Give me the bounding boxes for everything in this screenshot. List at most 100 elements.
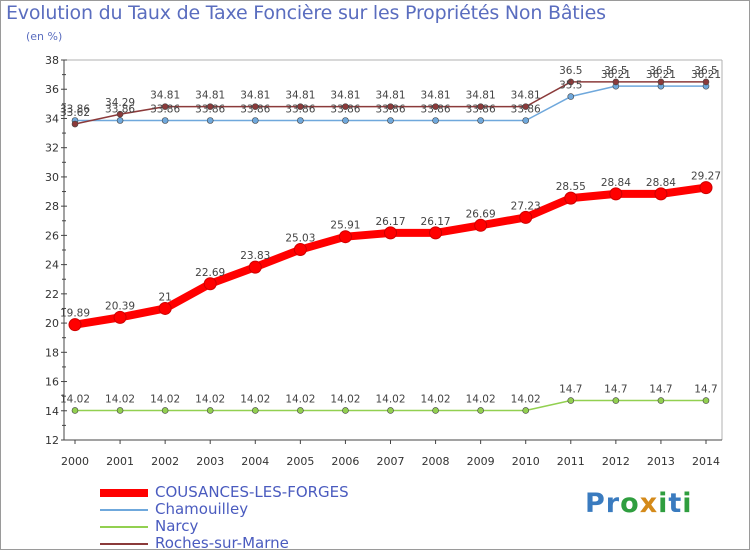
- data-label: 34.81: [240, 90, 270, 102]
- data-point: [158, 301, 172, 315]
- data-label: 14.02: [285, 393, 315, 405]
- legend-label: Narcy: [155, 517, 199, 535]
- data-label: 34.81: [285, 90, 315, 102]
- data-point: [657, 78, 665, 86]
- data-label: 33.86: [466, 104, 496, 116]
- data-point: [248, 260, 262, 274]
- x-tick-label: 2014: [692, 455, 720, 468]
- data-point: [474, 218, 488, 232]
- data-label: 27.23: [511, 200, 541, 212]
- data-label: 14.7: [559, 384, 582, 396]
- data-point: [113, 310, 127, 324]
- data-label: 33.86: [511, 104, 541, 116]
- data-point: [522, 103, 530, 110]
- y-tick-label: 30: [45, 171, 59, 184]
- data-label: 14.02: [150, 393, 180, 405]
- data-label: 14.7: [694, 384, 717, 396]
- data-label: 36.5: [649, 65, 672, 77]
- x-tick-label: 2009: [467, 455, 495, 468]
- y-tick-label: 16: [45, 376, 59, 389]
- y-tick-label: 20: [45, 317, 59, 330]
- x-tick-label: 2011: [557, 455, 585, 468]
- data-label: 14.02: [195, 393, 225, 405]
- data-point: [477, 103, 484, 110]
- y-tick-label: 38: [45, 54, 59, 67]
- data-label: 34.81: [375, 90, 405, 102]
- data-label: 36.21: [601, 69, 631, 81]
- data-point: [342, 407, 349, 414]
- data-point: [702, 397, 710, 404]
- data-label: 28.84: [601, 177, 631, 189]
- data-label: 33.86: [195, 104, 225, 116]
- x-tick-label: 2000: [61, 455, 89, 468]
- data-point: [432, 407, 439, 414]
- x-tick-label: 2003: [196, 455, 224, 468]
- data-label: 33.86: [240, 104, 270, 116]
- data-point: [567, 397, 575, 404]
- data-point: [432, 103, 439, 110]
- data-label: 34.81: [421, 90, 451, 102]
- data-label: 35.5: [559, 80, 582, 92]
- data-point: [432, 117, 439, 124]
- data-point: [116, 110, 124, 118]
- data-label: 34.81: [195, 90, 225, 102]
- data-point: [657, 397, 665, 404]
- data-label: 14.02: [330, 393, 360, 405]
- data-label: 28.84: [646, 177, 676, 189]
- data-label: 14.02: [375, 393, 405, 405]
- x-tick-label: 2013: [647, 455, 675, 468]
- y-tick-label: 36: [45, 83, 59, 96]
- data-label: 26.17: [421, 216, 451, 228]
- data-point: [206, 117, 214, 124]
- data-label: 33.86: [375, 104, 405, 116]
- data-point: [477, 117, 484, 124]
- data-label: 36.21: [691, 69, 721, 81]
- x-tick-label: 2006: [331, 455, 359, 468]
- data-point: [71, 407, 79, 414]
- data-point: [338, 230, 352, 244]
- data-label: 14.02: [105, 393, 135, 405]
- data-label: 36.5: [559, 65, 582, 77]
- y-tick-label: 24: [45, 259, 59, 272]
- data-point: [297, 103, 304, 110]
- data-point: [477, 407, 484, 414]
- legend-label: Chamouilley: [155, 500, 249, 518]
- data-point: [206, 407, 214, 414]
- data-point: [206, 103, 214, 110]
- y-tick-label: 22: [45, 288, 59, 301]
- data-point: [116, 407, 124, 414]
- data-point: [297, 117, 304, 124]
- data-label: 26.69: [466, 208, 496, 220]
- y-tick-label: 34: [45, 112, 59, 125]
- data-point: [699, 181, 713, 195]
- data-label: 33.86: [105, 104, 135, 116]
- data-point: [567, 93, 575, 100]
- data-point: [161, 103, 169, 110]
- data-label: 33.62: [60, 107, 90, 119]
- data-label: 34.81: [330, 90, 360, 102]
- data-point: [68, 318, 82, 332]
- x-tick-label: 2012: [602, 455, 630, 468]
- data-point: [384, 226, 397, 240]
- data-label: 25.91: [330, 220, 360, 232]
- data-point: [654, 187, 668, 201]
- data-label: 14.02: [240, 393, 270, 405]
- data-point: [519, 210, 533, 224]
- data-point: [297, 407, 304, 414]
- proxiti-logo: Proxiti: [585, 488, 693, 519]
- data-label: 36.5: [694, 65, 717, 77]
- data-point: [116, 117, 124, 124]
- data-point: [251, 407, 259, 414]
- data-point: [522, 117, 530, 124]
- x-tick-label: 2001: [106, 455, 134, 468]
- data-label: 23.83: [240, 250, 270, 262]
- data-label: 14.7: [604, 384, 627, 396]
- data-point: [612, 397, 620, 404]
- legend-swatch: [100, 489, 148, 497]
- data-label: 14.02: [466, 393, 496, 405]
- data-point: [342, 103, 349, 110]
- y-axis-unit: (en %): [26, 30, 63, 43]
- y-tick-label: 28: [45, 200, 59, 213]
- data-label: 14.02: [421, 393, 451, 405]
